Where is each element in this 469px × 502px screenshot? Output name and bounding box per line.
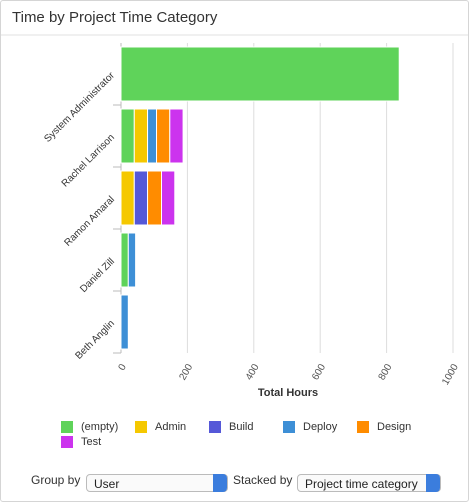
x-tick-label: 200 — [177, 362, 195, 382]
legend-swatch — [283, 421, 295, 433]
x-tick-label: 400 — [244, 362, 262, 382]
bar-segment — [120, 232, 129, 288]
y-tick-label: Rachel Larrison — [60, 132, 117, 189]
bar-segment — [120, 108, 135, 164]
bar-segment — [133, 108, 149, 164]
select-arrow — [426, 474, 440, 492]
bar-segment — [156, 108, 171, 164]
legend-label: Design — [377, 421, 411, 433]
stacked-by-label: Stacked by — [233, 473, 293, 487]
legend-label: Build — [229, 421, 253, 433]
x-tick-label: 1000 — [440, 362, 461, 387]
group-by-value: User — [94, 477, 120, 491]
legend-swatch — [61, 436, 73, 448]
y-tick-label: Daniel Zill — [78, 256, 117, 295]
legend-label: (empty) — [81, 421, 118, 433]
x-axis-label: Total Hours — [258, 387, 318, 399]
x-tick-label: 600 — [310, 362, 328, 382]
stacked-by-select[interactable]: Project time category — [297, 474, 441, 492]
bar-segment — [120, 46, 400, 102]
x-tick-label: 800 — [377, 362, 395, 382]
group-by-select[interactable]: User — [86, 474, 228, 492]
bar-segment — [169, 108, 184, 164]
legend-label: Deploy — [303, 421, 338, 433]
legend-swatch — [209, 421, 221, 433]
legend-swatch — [357, 421, 369, 433]
legend-swatch — [135, 421, 147, 433]
legend-swatch — [61, 421, 73, 433]
bar-segment — [147, 170, 163, 226]
bar-segment — [120, 170, 135, 226]
y-tick-label: Ramon Amaral — [62, 194, 117, 249]
stacked-by-value: Project time category — [305, 477, 418, 491]
legend-label: Admin — [155, 421, 186, 433]
bar-segment — [127, 232, 137, 288]
bar-segment — [120, 294, 129, 350]
group-by-label: Group by — [31, 473, 81, 487]
y-tick-label: Beth Anglin — [73, 318, 117, 362]
legend-label: Test — [81, 436, 101, 448]
chart: Time by Project Time Category Total Hour… — [1, 9, 468, 448]
bar-segment — [161, 170, 176, 226]
bar-segment — [147, 108, 158, 164]
select-arrow — [213, 474, 227, 492]
y-tick-label: System Administrator — [42, 70, 117, 145]
bar-segment — [133, 170, 149, 226]
chart-title: Time by Project Time Category — [12, 9, 218, 26]
x-tick-label: 0 — [117, 362, 130, 373]
